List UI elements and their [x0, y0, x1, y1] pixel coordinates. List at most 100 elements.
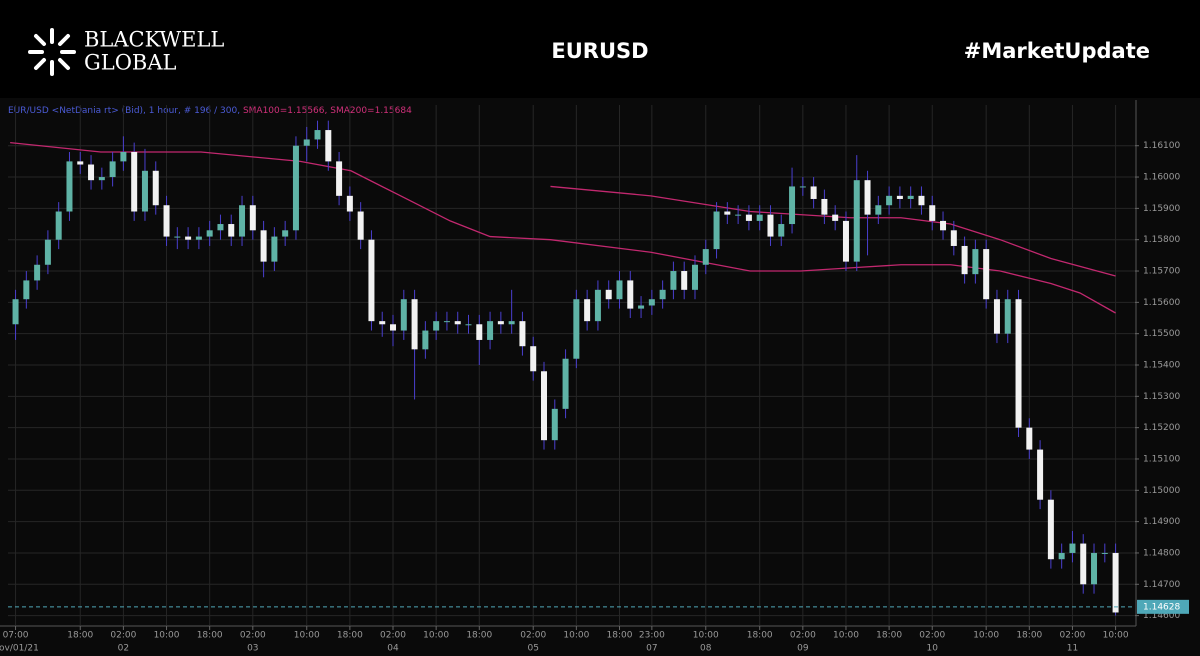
x-tick-label: 02:00 [790, 631, 816, 641]
x-tick-label: 18:00 [747, 631, 773, 641]
candle-body [724, 211, 731, 215]
candle-body [789, 186, 796, 225]
hashtag: #MarketUpdate [964, 39, 1150, 63]
candle-body [23, 280, 30, 300]
candle-body [799, 186, 806, 188]
candle-body [972, 249, 979, 275]
candle-body [131, 151, 138, 212]
candle-body [411, 299, 418, 350]
candle-body [433, 321, 440, 331]
sma-line [10, 141, 1116, 314]
date-label: 08 [700, 644, 712, 654]
candle-body [961, 245, 968, 275]
x-tick-label: 02:00 [110, 631, 136, 641]
candle-body [1026, 427, 1033, 450]
x-tick-label: 02:00 [520, 631, 546, 641]
x-tick-label: 18:00 [67, 631, 93, 641]
candle-body [271, 236, 278, 262]
candle-body [993, 299, 1000, 334]
candle-body [368, 239, 375, 322]
y-tick-label: 1.15900 [1143, 204, 1180, 214]
date-label: 10 [927, 644, 939, 654]
candle-body [454, 321, 461, 325]
candle-body [842, 220, 849, 262]
y-tick-label: 1.15000 [1143, 486, 1180, 496]
x-tick-label: 10:00 [1103, 631, 1129, 641]
y-tick-label: 1.15600 [1143, 298, 1180, 308]
x-tick-label: 07:00 [3, 631, 29, 641]
y-tick-label: 1.14900 [1143, 517, 1180, 527]
x-tick-label: 10:00 [563, 631, 589, 641]
x-tick-label: 10:00 [294, 631, 320, 641]
candle-body [487, 321, 494, 340]
candle-body [1080, 543, 1087, 585]
brand-line: BLACKWELL [84, 28, 224, 52]
candle-body [702, 249, 709, 265]
candle-body [756, 214, 763, 221]
candle-body [907, 195, 914, 199]
candle-body [940, 220, 947, 231]
candle-body [152, 170, 159, 206]
date-label: 05 [527, 644, 538, 654]
candle-body [77, 161, 84, 165]
candle-body [519, 321, 526, 347]
y-tick-label: 1.14800 [1143, 548, 1180, 558]
candle-body [88, 164, 95, 181]
candle-body [681, 271, 688, 290]
last-price-box [1137, 599, 1189, 614]
candle-body [1069, 543, 1076, 553]
chart-info: EUR/USD <NetDania rt> (Bid), 1 hour, # 1… [8, 106, 412, 116]
candle-body [1101, 552, 1108, 554]
candle-body [314, 130, 321, 140]
candle-body [950, 230, 957, 246]
candle-body [55, 211, 62, 240]
candle-body [778, 224, 785, 237]
x-tick-label: 10:00 [833, 631, 859, 641]
candle-body [573, 299, 580, 359]
candle-body [1015, 299, 1022, 428]
candle-body [508, 321, 515, 325]
candle-body [379, 321, 386, 325]
x-tick-label: 02:00 [919, 631, 945, 641]
candle-body [659, 289, 666, 300]
candle-body [853, 180, 860, 262]
candle-body [195, 236, 202, 240]
candle-body [163, 205, 170, 237]
candle-body [357, 211, 364, 240]
candle-body [810, 186, 817, 199]
y-tick-label: 1.15800 [1143, 235, 1180, 245]
date-label: 07 [646, 644, 657, 654]
candle-body [691, 264, 698, 290]
x-tick-label: 18:00 [1016, 631, 1042, 641]
candle-body [1037, 449, 1044, 500]
candle-body [648, 299, 655, 306]
x-tick-label: 10:00 [693, 631, 719, 641]
date-label: 02 [118, 644, 129, 654]
y-tick-label: 1.15100 [1143, 454, 1180, 464]
candle-body [562, 358, 569, 409]
sma-line [550, 185, 1116, 277]
candle-body [735, 214, 742, 216]
y-tick-label: 1.16100 [1143, 141, 1180, 151]
x-tick-label: 18:00 [337, 631, 363, 641]
date-label: 03 [247, 644, 258, 654]
candle-body [616, 280, 623, 300]
info-part: EUR/USD <NetDania rt> (Bid), 1 hour, # 1… [8, 106, 243, 116]
candle-body [713, 211, 720, 250]
chart-title: EURUSD [551, 39, 648, 63]
candle-body [767, 214, 774, 237]
candle-body [174, 236, 181, 238]
y-tick-label: 1.16000 [1143, 173, 1180, 183]
date-label: Nov/01/21 [0, 644, 39, 654]
candle-body [1004, 299, 1011, 334]
candle-body [34, 264, 41, 281]
candle-body [239, 205, 246, 237]
candle-body [530, 346, 537, 372]
date-label: 09 [797, 644, 809, 654]
candle-body [983, 249, 990, 300]
candle-body [325, 130, 332, 162]
candle-body [638, 305, 645, 309]
y-tick-label: 1.15300 [1143, 392, 1180, 402]
candle-body [497, 321, 504, 325]
